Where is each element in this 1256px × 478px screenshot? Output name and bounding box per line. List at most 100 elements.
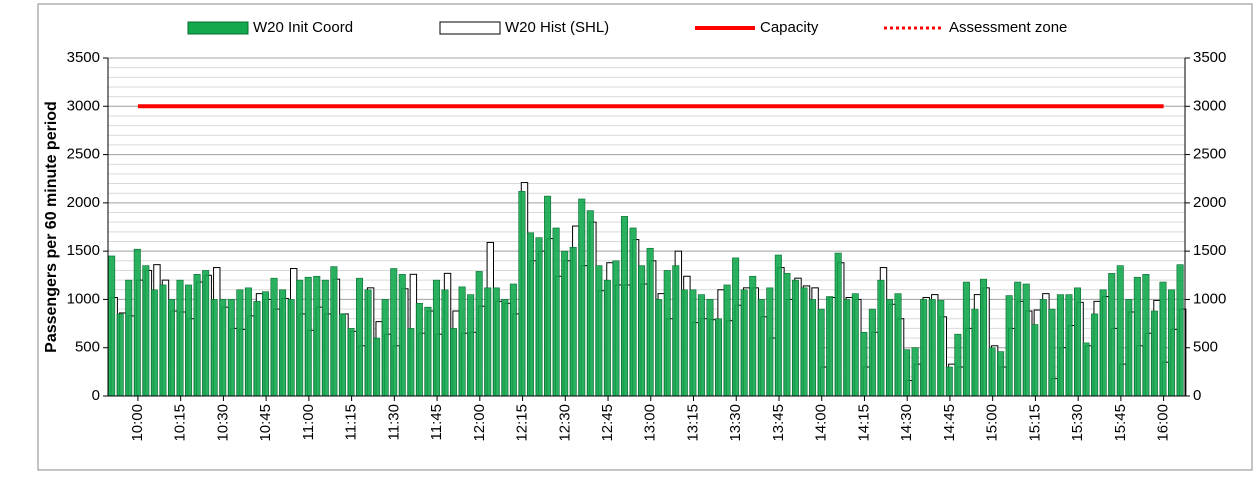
init-coord-bar (185, 284, 193, 397)
init-coord-bar (1150, 310, 1158, 397)
init-coord-bar (116, 313, 124, 397)
init-coord-bar (509, 283, 517, 397)
init-coord-bar (689, 289, 697, 397)
init-coord-bar (954, 333, 962, 397)
init-coord-bar (1039, 299, 1047, 397)
init-coord-bar (236, 289, 244, 397)
init-coord-bar (1014, 281, 1022, 397)
init-coord-bar (432, 279, 440, 397)
y2-tick-label: 2500 (1193, 146, 1226, 163)
init-coord-bar (937, 300, 945, 397)
init-coord-bar (561, 250, 569, 397)
init-coord-bar (253, 301, 261, 397)
x-tick-label: 11:15 (343, 404, 360, 440)
y2-tick-label: 2000 (1193, 194, 1226, 211)
init-coord-bar (1056, 294, 1064, 397)
init-coord-bar (595, 265, 603, 397)
init-coord-bar (1074, 287, 1082, 397)
init-coord-bar (133, 248, 141, 397)
init-coord-bar (364, 289, 372, 397)
init-coord-bar (715, 318, 723, 397)
init-coord-bar (398, 274, 406, 397)
init-coord-bar (356, 277, 364, 397)
x-tick-label: 15:15 (1026, 404, 1043, 442)
y-tick-label: 3500 (67, 49, 100, 66)
init-coord-bar (971, 308, 979, 397)
init-coord-bar (381, 299, 389, 397)
y2-tick-label: 1500 (1193, 242, 1226, 259)
init-coord-bar (586, 210, 594, 397)
init-coord-bar (638, 265, 646, 397)
x-tick-label: 16:00 (1155, 404, 1172, 442)
y2-tick-label: 500 (1193, 339, 1218, 356)
init-coord-bar (945, 366, 953, 397)
init-coord-bar (740, 289, 748, 397)
init-coord-bar (492, 287, 500, 397)
init-coord-bar (458, 286, 466, 397)
init-coord-bar (159, 284, 167, 397)
y2-tick-label: 3500 (1193, 49, 1226, 66)
init-coord-bar (304, 276, 312, 397)
init-coord-bar (920, 299, 928, 397)
init-coord-bar (244, 287, 252, 397)
init-coord-bar (142, 265, 150, 397)
init-coord-bar (321, 279, 329, 397)
init-coord-bar (347, 328, 355, 397)
init-coord-bar (868, 308, 876, 397)
y-tick-label: 2500 (67, 146, 100, 163)
init-coord-bar (407, 328, 415, 397)
init-coord-bar (450, 328, 458, 397)
init-coord-bar (270, 277, 278, 397)
init-coord-bar (672, 265, 680, 397)
x-tick-label: 15:00 (984, 404, 1001, 442)
init-coord-bar (1142, 274, 1150, 397)
init-coord-bar (834, 252, 842, 397)
init-coord-bar (1108, 273, 1116, 397)
x-tick-label: 15:30 (1069, 404, 1086, 442)
init-coord-bar (1159, 281, 1167, 397)
init-coord-bar (373, 337, 381, 397)
init-coord-bar (518, 190, 526, 397)
y2-tick-label: 0 (1193, 387, 1201, 404)
init-coord-bar (706, 299, 714, 397)
x-tick-label: 10:45 (257, 404, 274, 442)
init-coord-bar (227, 299, 235, 397)
x-tick-label: 14:45 (941, 404, 958, 442)
x-tick-label: 15:45 (1112, 404, 1129, 442)
init-coord-bar (697, 294, 705, 397)
init-coord-bar (1176, 264, 1184, 397)
init-coord-bar (415, 302, 423, 397)
init-coord-bar (732, 257, 740, 397)
x-tick-label: 12:30 (556, 404, 573, 442)
y-tick-label: 2000 (67, 194, 100, 211)
x-tick-label: 12:15 (514, 404, 531, 442)
init-coord-bar (1082, 342, 1090, 397)
init-coord-bar (988, 347, 996, 397)
init-coord-bar (791, 279, 799, 397)
init-coord-bar (176, 279, 184, 397)
init-coord-bar (749, 275, 757, 397)
init-coord-bar (552, 227, 560, 397)
init-coord-bar (484, 287, 492, 397)
x-tick-label: 11:30 (385, 404, 402, 440)
init-coord-bar (655, 299, 663, 397)
init-coord-bar (851, 293, 859, 397)
init-coord-bar (903, 349, 911, 397)
init-coord-bar (544, 195, 552, 397)
init-coord-bar (1116, 265, 1124, 397)
init-coord-bar (680, 289, 688, 397)
y-tick-label: 3000 (67, 97, 100, 114)
init-coord-bar (1125, 299, 1133, 397)
init-coord-bar (877, 279, 885, 397)
init-coord-bar (809, 299, 817, 397)
chart-frame (37, 3, 1253, 471)
init-coord-bar (757, 299, 765, 397)
init-coord-bar (338, 313, 346, 397)
legend-swatch (187, 21, 249, 35)
x-tick-label: 11:00 (300, 404, 317, 440)
legend-label: W20 Init Coord (253, 19, 353, 36)
init-coord-bar (860, 331, 868, 397)
x-tick-label: 10:30 (214, 404, 231, 442)
x-tick-label: 10:00 (129, 404, 146, 442)
